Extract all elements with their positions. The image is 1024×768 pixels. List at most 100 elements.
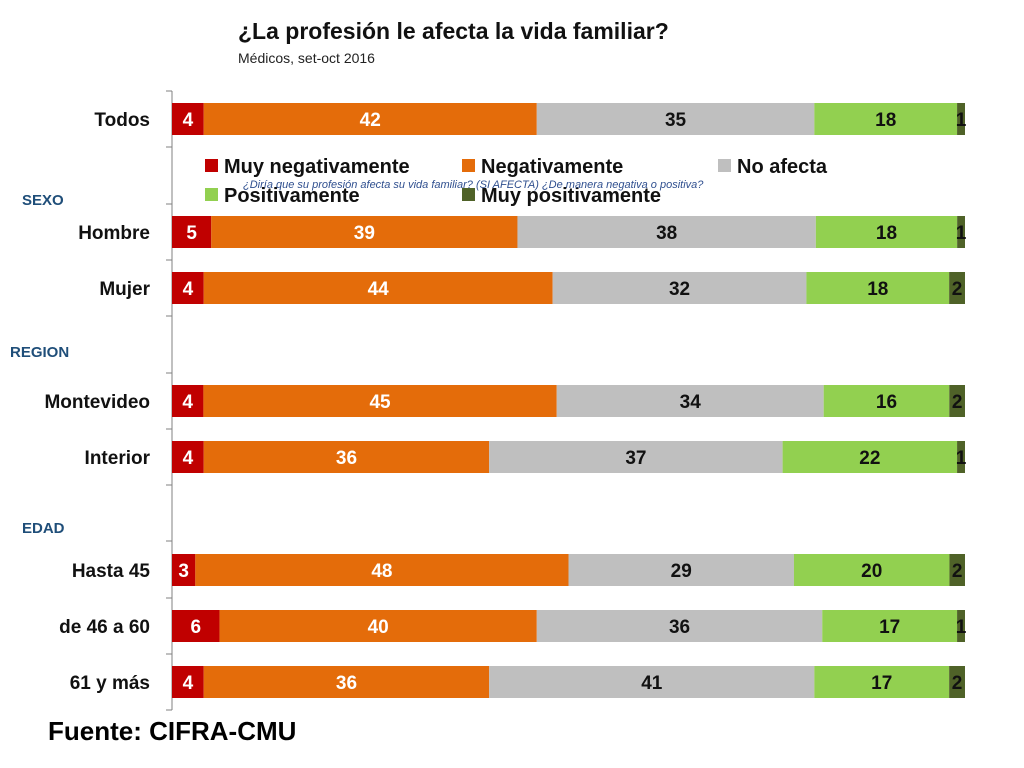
bar-muy-positivamente-61-y-mas	[949, 666, 965, 698]
data-label-positivamente-hombre: 18	[876, 223, 897, 244]
bar-no-afecta-mujer	[552, 272, 807, 304]
bar-positivamente-de-46-a-60	[822, 610, 958, 642]
bar-no-afecta-todos	[536, 103, 815, 135]
data-label-negativamente-montevideo: 45	[369, 392, 391, 413]
data-label-muy-negativamente-de-46-a-60: 6	[191, 617, 202, 638]
data-label-positivamente-todos: 18	[875, 110, 896, 131]
bar-muy-positivamente-mujer	[949, 272, 965, 304]
bar-positivamente-mujer	[806, 272, 950, 304]
category-label-mujer: Mujer	[99, 279, 150, 300]
bar-positivamente-hombre	[815, 216, 958, 248]
category-label-montevideo: Montevideo	[44, 392, 150, 413]
data-label-negativamente-hasta-45: 48	[371, 561, 392, 582]
survey-question-note: ¿Diría que su profesión afecta su vida f…	[243, 179, 704, 191]
bar-muy-negativamente-hasta-45	[172, 554, 196, 586]
data-label-no-afecta-hombre: 38	[656, 223, 677, 244]
data-label-muy-positivamente-mujer: 2	[952, 279, 963, 300]
bar-muy-negativamente-61-y-mas	[172, 666, 204, 698]
category-label-hasta-45: Hasta 45	[72, 561, 151, 582]
legend-swatch-negativamente	[462, 159, 475, 172]
data-label-muy-positivamente-interior: 1	[956, 448, 967, 469]
data-label-muy-positivamente-61-y-mas: 2	[952, 673, 963, 694]
data-label-positivamente-61-y-mas: 17	[871, 673, 892, 694]
data-label-muy-positivamente-de-46-a-60: 1	[956, 617, 967, 638]
data-label-positivamente-mujer: 18	[867, 279, 888, 300]
bar-negativamente-hasta-45	[195, 554, 569, 586]
data-label-negativamente-hombre: 39	[354, 223, 375, 244]
bar-no-afecta-61-y-mas	[489, 666, 815, 698]
bar-negativamente-montevideo	[203, 385, 557, 417]
bar-no-afecta-montevideo	[556, 385, 824, 417]
bar-negativamente-61-y-mas	[203, 666, 490, 698]
category-label-interior: Interior	[85, 448, 151, 469]
data-label-muy-positivamente-hasta-45: 2	[952, 561, 963, 582]
bar-muy-negativamente-interior	[172, 441, 204, 473]
data-label-muy-negativamente-hombre: 5	[186, 223, 197, 244]
data-label-positivamente-de-46-a-60: 17	[879, 617, 900, 638]
data-label-muy-negativamente-todos: 4	[183, 110, 194, 131]
legend-swatch-muy-negativamente	[205, 159, 218, 172]
bar-muy-negativamente-mujer	[172, 272, 204, 304]
category-label-61-y-mas: 61 y más	[70, 673, 150, 694]
data-label-negativamente-todos: 42	[360, 110, 381, 131]
chart-subtitle: Médicos, set-oct 2016	[238, 50, 375, 66]
legend-label-positivamente: Positivamente	[224, 185, 360, 207]
bar-muy-negativamente-montevideo	[172, 385, 204, 417]
data-label-positivamente-hasta-45: 20	[861, 561, 882, 582]
bar-muy-positivamente-todos	[957, 103, 965, 135]
legend-label-negativamente: Negativamente	[481, 156, 623, 178]
data-label-negativamente-61-y-mas: 36	[336, 673, 357, 694]
bar-no-afecta-hombre	[517, 216, 816, 248]
bar-muy-negativamente-hombre	[172, 216, 212, 248]
data-label-muy-negativamente-hasta-45: 3	[178, 561, 189, 582]
group-label-region: REGION	[10, 344, 69, 361]
legend-swatch-muy-positivamente	[462, 188, 475, 201]
data-label-no-afecta-montevideo: 34	[680, 392, 702, 413]
bar-positivamente-todos	[814, 103, 958, 135]
data-label-positivamente-interior: 22	[859, 448, 880, 469]
data-label-muy-positivamente-montevideo: 2	[952, 392, 963, 413]
data-label-no-afecta-mujer: 32	[669, 279, 690, 300]
data-label-muy-positivamente-hombre: 1	[956, 223, 967, 244]
data-label-no-afecta-interior: 37	[625, 448, 646, 469]
data-label-no-afecta-de-46-a-60: 36	[669, 617, 690, 638]
category-label-de-46-a-60: de 46 a 60	[59, 617, 150, 638]
data-label-positivamente-montevideo: 16	[876, 392, 897, 413]
bar-negativamente-interior	[203, 441, 490, 473]
chart-title: ¿La profesión le afecta la vida familiar…	[238, 18, 669, 44]
bar-muy-negativamente-todos	[172, 103, 204, 135]
bar-muy-positivamente-montevideo	[949, 385, 965, 417]
bar-muy-positivamente-hombre	[957, 216, 965, 248]
data-label-muy-negativamente-61-y-mas: 4	[183, 673, 194, 694]
data-label-muy-negativamente-montevideo: 4	[182, 392, 193, 413]
group-label-edad: EDAD	[22, 520, 65, 537]
data-label-negativamente-interior: 36	[336, 448, 357, 469]
bar-negativamente-hombre	[211, 216, 518, 248]
legend-label-muy-positivamente: Muy positivamente	[481, 185, 661, 207]
data-label-no-afecta-hasta-45: 29	[671, 561, 692, 582]
data-label-negativamente-mujer: 44	[368, 279, 390, 300]
bar-negativamente-mujer	[203, 272, 553, 304]
legend-label-no-afecta: No afecta	[737, 156, 828, 178]
bar-positivamente-61-y-mas	[814, 666, 950, 698]
category-label-hombre: Hombre	[78, 223, 150, 244]
data-label-muy-negativamente-mujer: 4	[183, 279, 194, 300]
bar-positivamente-interior	[782, 441, 958, 473]
bar-no-afecta-de-46-a-60	[536, 610, 823, 642]
data-label-no-afecta-61-y-mas: 41	[641, 673, 663, 694]
data-label-muy-negativamente-interior: 4	[183, 448, 194, 469]
data-label-no-afecta-todos: 35	[665, 110, 687, 131]
bar-positivamente-hasta-45	[793, 554, 950, 586]
bar-no-afecta-interior	[489, 441, 783, 473]
bar-positivamente-montevideo	[823, 385, 950, 417]
bar-muy-positivamente-hasta-45	[949, 554, 965, 586]
bar-negativamente-de-46-a-60	[219, 610, 537, 642]
bar-muy-positivamente-interior	[957, 441, 965, 473]
bar-no-afecta-hasta-45	[568, 554, 794, 586]
bar-muy-negativamente-de-46-a-60	[172, 610, 220, 642]
data-label-negativamente-de-46-a-60: 40	[368, 617, 389, 638]
group-label-sexo: SEXO	[22, 192, 64, 209]
bar-negativamente-todos	[203, 103, 537, 135]
source-note: Fuente: CIFRA-CMU	[48, 716, 297, 746]
